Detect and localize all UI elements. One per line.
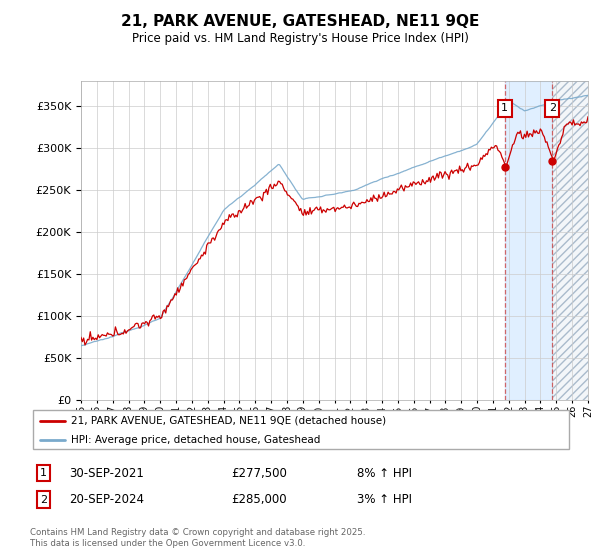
Bar <box>553 81 600 400</box>
Text: £277,500: £277,500 <box>231 466 287 480</box>
Bar <box>553 81 600 400</box>
Bar <box>505 81 553 400</box>
Text: 3% ↑ HPI: 3% ↑ HPI <box>357 493 412 506</box>
Text: 2: 2 <box>40 494 47 505</box>
Text: 2: 2 <box>549 104 556 113</box>
Text: 1: 1 <box>502 104 508 113</box>
Bar <box>553 81 600 400</box>
Text: £285,000: £285,000 <box>231 493 287 506</box>
Text: 21, PARK AVENUE, GATESHEAD, NE11 9QE: 21, PARK AVENUE, GATESHEAD, NE11 9QE <box>121 14 479 29</box>
Text: Price paid vs. HM Land Registry's House Price Index (HPI): Price paid vs. HM Land Registry's House … <box>131 32 469 45</box>
Text: 1: 1 <box>40 468 47 478</box>
Bar <box>553 81 600 400</box>
Text: 21, PARK AVENUE, GATESHEAD, NE11 9QE (detached house): 21, PARK AVENUE, GATESHEAD, NE11 9QE (de… <box>71 416 386 426</box>
Text: Contains HM Land Registry data © Crown copyright and database right 2025.
This d: Contains HM Land Registry data © Crown c… <box>30 528 365 548</box>
Text: 8% ↑ HPI: 8% ↑ HPI <box>357 466 412 480</box>
Text: 30-SEP-2021: 30-SEP-2021 <box>69 466 144 480</box>
Text: 20-SEP-2024: 20-SEP-2024 <box>69 493 144 506</box>
FancyBboxPatch shape <box>33 410 569 449</box>
Text: HPI: Average price, detached house, Gateshead: HPI: Average price, detached house, Gate… <box>71 435 320 445</box>
